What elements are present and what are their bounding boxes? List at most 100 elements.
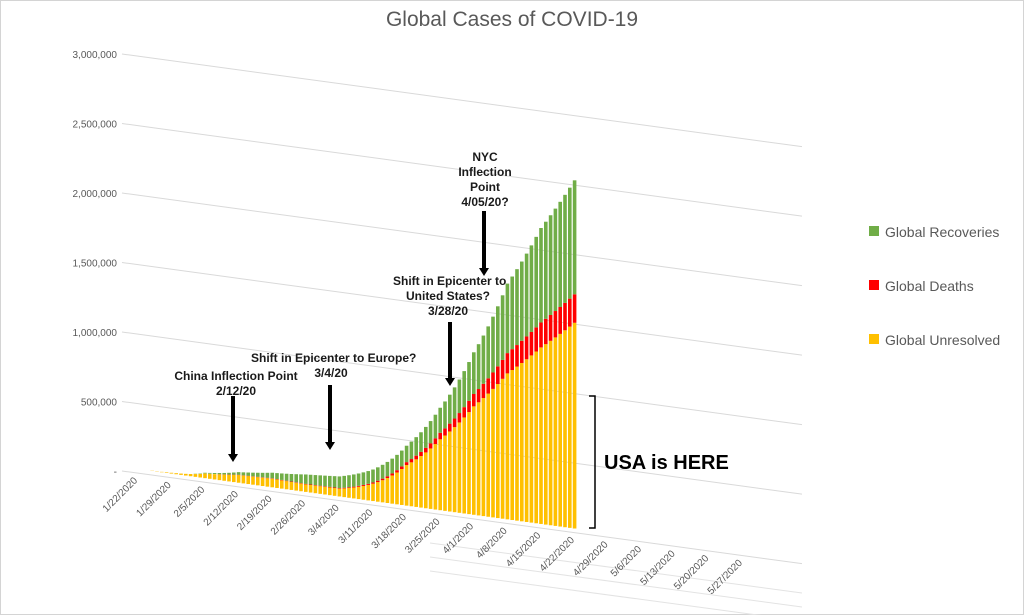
bar-global-recoveries bbox=[510, 276, 514, 350]
bar-global-deaths bbox=[568, 298, 572, 327]
bar-global-deaths bbox=[323, 486, 327, 487]
bar-global-unresolved bbox=[251, 476, 255, 485]
bar-global-recoveries bbox=[280, 473, 284, 480]
x-tick-label: 2/12/2020 bbox=[202, 489, 242, 529]
bar-global-unresolved bbox=[500, 378, 505, 519]
bar-global-deaths bbox=[433, 438, 438, 445]
bar-global-deaths bbox=[443, 428, 447, 436]
x-tick-label: 1/29/2020 bbox=[134, 480, 174, 520]
bar-global-unresolved bbox=[395, 472, 399, 505]
bar-global-recoveries bbox=[452, 387, 457, 419]
bar-global-recoveries bbox=[337, 476, 342, 489]
x-tick-label: 2/19/2020 bbox=[235, 493, 275, 533]
bar-global-unresolved bbox=[505, 373, 510, 520]
bar-global-recoveries bbox=[260, 472, 265, 478]
bar-global-unresolved bbox=[342, 488, 346, 498]
annotation-nyc-line-3: Point bbox=[470, 180, 500, 194]
x-tick-label: 3/4/2020 bbox=[306, 503, 342, 539]
bar-global-unresolved bbox=[337, 488, 342, 497]
bar-global-deaths bbox=[424, 447, 428, 453]
bar-global-unresolved bbox=[515, 366, 519, 521]
y-tick-label: 500,000 bbox=[81, 398, 118, 409]
legend-label-recoveries: Global Recoveries bbox=[885, 224, 1000, 240]
bar-global-recoveries bbox=[433, 414, 438, 439]
bar-global-deaths bbox=[491, 372, 495, 389]
bar-global-deaths bbox=[515, 345, 519, 367]
bar-global-recoveries bbox=[347, 475, 351, 488]
bar-global-recoveries bbox=[404, 445, 409, 463]
bar-global-deaths bbox=[472, 393, 476, 407]
annotation-us-shift-line-2: United States? bbox=[405, 289, 490, 303]
annotation-europe-line-1: Shift in Epicenter to Europe? bbox=[251, 351, 417, 365]
y-tick-label: 2,000,000 bbox=[73, 189, 118, 200]
bar-global-recoveries bbox=[443, 401, 447, 429]
chart-title: Global Cases of COVID-19 bbox=[385, 8, 639, 31]
bar-global-unresolved bbox=[256, 477, 260, 486]
x-tick-label: 5/20/2020 bbox=[672, 553, 712, 593]
bar-global-recoveries bbox=[308, 474, 313, 485]
bar-global-deaths bbox=[385, 476, 390, 479]
annotation-nyc: NYC Inflection Point 4/05/20? bbox=[445, 150, 525, 210]
x-tick-label: 5/27/2020 bbox=[706, 557, 746, 597]
x-tick-label: 5/13/2020 bbox=[638, 548, 678, 588]
bar-global-unresolved bbox=[313, 485, 318, 494]
bar-global-unresolved bbox=[462, 417, 466, 514]
bar-global-recoveries bbox=[256, 472, 260, 477]
bar-global-recoveries bbox=[500, 295, 505, 360]
bar-global-recoveries bbox=[400, 450, 404, 467]
x-tick-label: 4/1/2020 bbox=[441, 521, 477, 557]
bar-global-recoveries bbox=[424, 426, 428, 448]
bar-global-unresolved bbox=[414, 459, 418, 507]
bar-global-unresolved bbox=[496, 383, 500, 519]
bar-global-recoveries bbox=[294, 474, 298, 483]
bar-global-recoveries bbox=[558, 201, 562, 307]
x-tick-label: 2/26/2020 bbox=[269, 498, 309, 538]
bar-global-unresolved bbox=[419, 456, 423, 508]
bar-global-deaths bbox=[332, 487, 337, 489]
bar-global-unresolved bbox=[544, 344, 548, 525]
bar-global-recoveries bbox=[246, 472, 250, 476]
bar-global-unresolved bbox=[433, 444, 438, 510]
bar-global-recoveries bbox=[553, 208, 558, 312]
bar-global-unresolved bbox=[270, 478, 274, 488]
y-tick-label: 1,000,000 bbox=[73, 328, 118, 339]
bar-global-recoveries bbox=[486, 326, 490, 379]
bar-global-recoveries bbox=[395, 454, 399, 471]
bar-global-deaths bbox=[352, 486, 356, 488]
bar-global-unresolved bbox=[174, 473, 178, 475]
annotation-china-line-2: 2/12/20 bbox=[215, 384, 257, 398]
bar-global-recoveries bbox=[232, 472, 236, 475]
bar-global-unresolved bbox=[376, 482, 380, 502]
bar-global-recoveries bbox=[241, 472, 246, 476]
legend-swatch-unresolved bbox=[869, 334, 879, 344]
bar-global-deaths bbox=[496, 366, 500, 384]
bar-global-recoveries bbox=[222, 472, 226, 475]
bar-global-unresolved bbox=[563, 330, 567, 528]
bar-global-unresolved bbox=[390, 475, 394, 504]
bar-global-deaths bbox=[380, 478, 385, 481]
bar-global-recoveries bbox=[438, 407, 442, 433]
bar-global-unresolved bbox=[548, 340, 553, 526]
annotation-us-shift: Shift in Epicenter to United States? 3/2… bbox=[393, 274, 506, 319]
bar-global-deaths bbox=[337, 488, 342, 489]
bar-global-recoveries bbox=[208, 472, 212, 474]
bar-global-deaths bbox=[534, 327, 538, 352]
bar-global-recoveries bbox=[251, 472, 255, 477]
x-tick-label: 4/22/2020 bbox=[538, 535, 578, 575]
bar-global-unresolved bbox=[227, 474, 231, 482]
annotation-nyc-line-2: Inflection bbox=[458, 165, 512, 179]
bar-global-unresolved bbox=[476, 402, 481, 516]
gridline bbox=[121, 123, 803, 217]
y-tick-label: 3,000,000 bbox=[73, 50, 118, 61]
annotation-us-shift-line-3: 3/28/20 bbox=[427, 304, 469, 318]
bar-global-recoveries bbox=[289, 473, 294, 482]
bar-global-unresolved bbox=[400, 469, 404, 505]
bar-global-unresolved bbox=[371, 483, 375, 502]
bar-global-deaths bbox=[558, 307, 562, 334]
bar-global-recoveries bbox=[352, 474, 356, 487]
bar-global-deaths bbox=[462, 407, 466, 418]
bar-global-unresolved bbox=[332, 488, 337, 496]
bar-global-deaths bbox=[347, 487, 351, 488]
bar-global-unresolved bbox=[558, 333, 562, 527]
bar-global-recoveries bbox=[462, 371, 466, 408]
